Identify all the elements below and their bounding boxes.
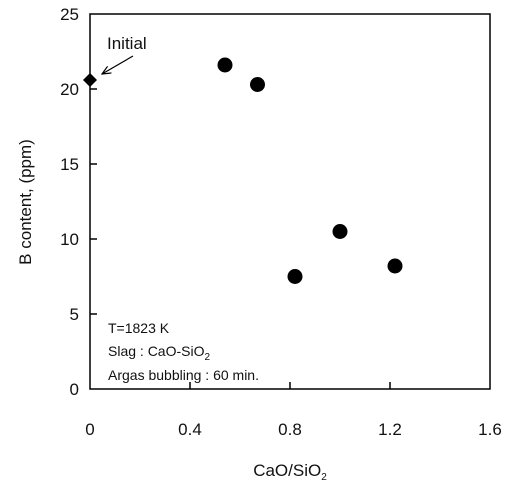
x-tick-label: 1.2 <box>378 420 402 439</box>
data-point-circle <box>332 224 348 239</box>
note-bubbling: Argas bubbling : 60 min. <box>108 367 259 383</box>
x-axis-ticks: 0 0.4 0.8 1.2 1.6 <box>85 382 502 439</box>
x-tick-label: 0 <box>85 420 94 439</box>
data-point-diamond <box>83 73 97 87</box>
x-axis-title-main: CaO/SiO <box>253 461 321 480</box>
x-axis-title: CaO/SiO2 <box>253 461 327 483</box>
note-slag: Slag : CaO-SiO2 <box>108 343 210 363</box>
y-axis-ticks: 0 5 10 15 20 25 <box>60 5 97 399</box>
note-slag-sub: 2 <box>204 352 210 363</box>
data-point-circle <box>287 269 303 284</box>
data-point-circle <box>217 57 233 73</box>
y-tick-label: 20 <box>60 80 79 99</box>
y-tick-label: 5 <box>70 305 79 324</box>
y-tick-label: 10 <box>60 230 79 249</box>
y-tick-label: 25 <box>60 5 79 24</box>
data-point-circle <box>250 77 265 92</box>
annotation-initial: Initial <box>107 34 147 53</box>
x-tick-label: 1.6 <box>478 420 502 439</box>
x-tick-label: 0.4 <box>178 420 202 439</box>
annotation-arrow <box>102 55 134 74</box>
x-tick-label: 0.8 <box>278 420 302 439</box>
x-axis-title-sub: 2 <box>321 472 327 483</box>
data-point-circle <box>387 258 403 274</box>
note-slag-main: Slag : CaO-SiO <box>108 343 205 359</box>
note-temperature: T=1823 K <box>108 320 170 336</box>
y-axis-title: B content, (ppm) <box>16 139 35 265</box>
y-tick-label: 0 <box>70 380 79 399</box>
y-tick-label: 15 <box>60 155 79 174</box>
data-points <box>83 57 403 284</box>
